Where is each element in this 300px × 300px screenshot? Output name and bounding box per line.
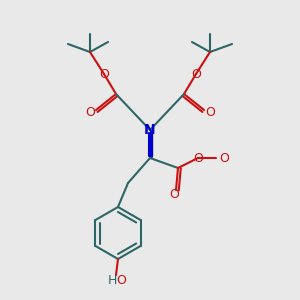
Text: N: N <box>144 123 156 137</box>
Text: O: O <box>219 152 229 164</box>
Text: O: O <box>116 274 126 287</box>
Text: O: O <box>85 106 95 119</box>
Text: O: O <box>205 106 215 119</box>
Text: H: H <box>107 274 117 287</box>
Text: O: O <box>193 152 203 164</box>
Text: O: O <box>191 68 201 80</box>
Text: O: O <box>169 188 179 200</box>
Text: O: O <box>99 68 109 80</box>
